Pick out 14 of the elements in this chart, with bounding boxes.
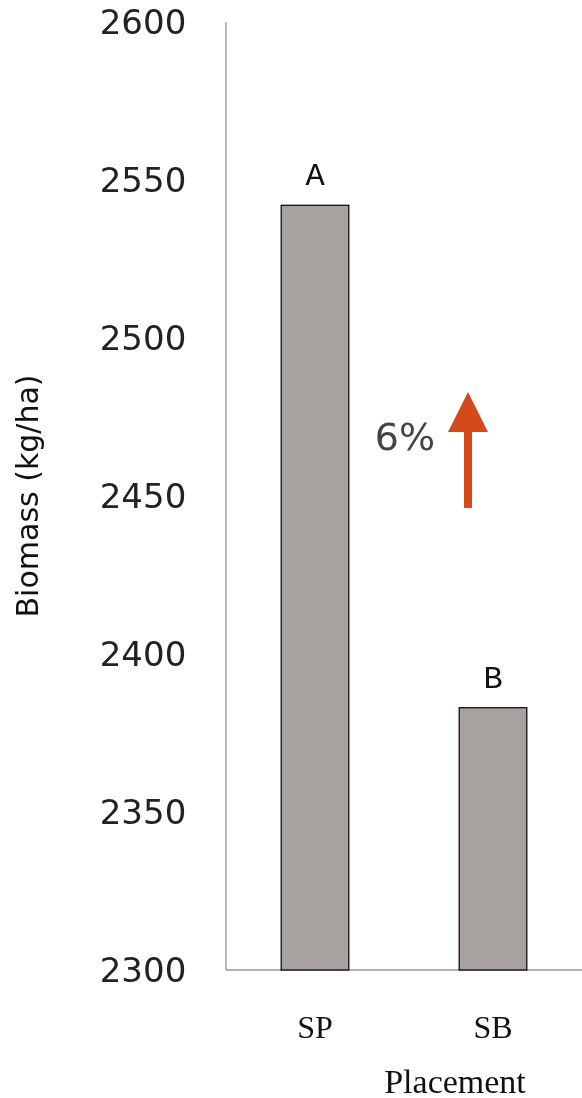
y-tick-label: 2500 (99, 317, 187, 358)
y-axis-title: Biomass (kg/ha) (10, 374, 45, 618)
y-tick-label: 2300 (99, 949, 187, 990)
y-tick-label: 2550 (99, 159, 187, 200)
annotation: A (305, 158, 326, 196)
annotation: 6% (374, 415, 436, 459)
y-tick-label: 2350 (99, 791, 187, 832)
x-tick-label: SB (473, 1009, 513, 1045)
annotation: B (483, 660, 503, 698)
y-tick-label: 2600 (99, 1, 187, 42)
y-tick-label: 2400 (99, 633, 187, 674)
y-tick-label: 2450 (99, 475, 187, 516)
x-tick-label: SP (297, 1009, 333, 1045)
x-axis-title: Placement (384, 1063, 527, 1098)
